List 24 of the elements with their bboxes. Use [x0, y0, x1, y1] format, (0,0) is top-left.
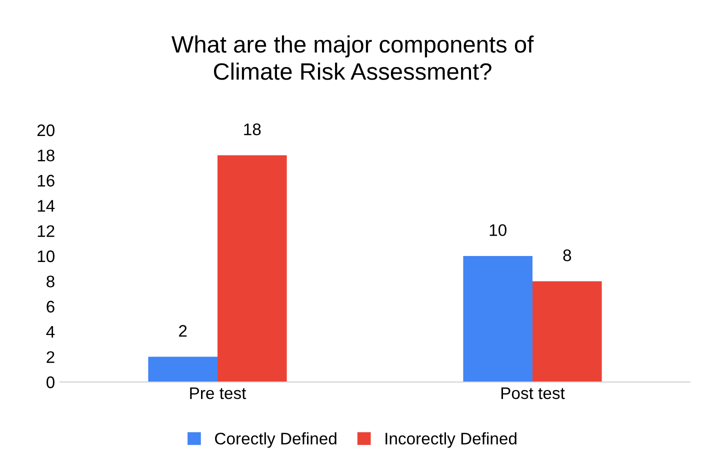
- y-tick-label: 16: [38, 174, 54, 187]
- legend-label: Corectly Defined: [215, 432, 336, 448]
- bar: [148, 356, 218, 382]
- y-tick-label: 0: [46, 376, 54, 388]
- y-tick-label: 8: [46, 276, 54, 288]
- data-label: 10: [490, 224, 506, 236]
- y-tick-label: 12: [38, 225, 54, 237]
- data-label: 2: [179, 325, 187, 337]
- y-tick-label: 20: [37, 124, 54, 136]
- y-tick-label: 4: [46, 326, 55, 338]
- x-tick-label: Pre test: [190, 387, 246, 400]
- y-tick-label: 10: [38, 250, 54, 262]
- chart-title: What are the major components of Climate Risk Assessment?: [172, 35, 534, 80]
- bar: [218, 155, 287, 382]
- bar: [532, 281, 602, 382]
- y-tick-label: 18: [38, 150, 54, 162]
- y-tick-label: 2: [46, 351, 54, 363]
- y-tick-label: 6: [46, 300, 54, 313]
- bar: [463, 256, 532, 382]
- x-tick-label: Post test: [501, 387, 565, 400]
- legend-label: Incorectly Defined: [386, 432, 516, 448]
- y-tick-label: 14: [38, 200, 55, 212]
- data-label: 18: [244, 123, 261, 136]
- data-label: 8: [563, 249, 572, 262]
